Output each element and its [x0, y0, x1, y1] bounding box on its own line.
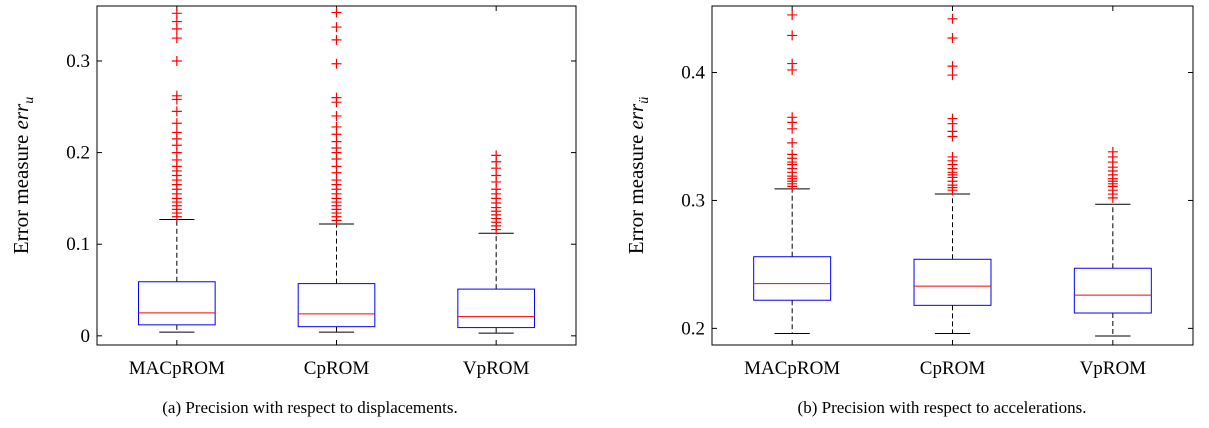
outlier-marker — [787, 149, 798, 160]
figure-caption: (b) Precision with respect to accelerati… — [798, 398, 1087, 417]
outlier-marker — [787, 137, 798, 148]
outlier-marker — [331, 22, 342, 33]
y-tick-label: 0.2 — [66, 143, 90, 164]
box-macprom — [138, 8, 216, 333]
y-axis-label-text: Error measure — [624, 129, 648, 254]
y-tick-label: 0.2 — [681, 318, 705, 339]
iqr-box — [1073, 267, 1152, 314]
outlier-marker — [171, 33, 182, 44]
outlier-marker — [171, 90, 182, 101]
panel-accelerations: 0.2 0.3 0.4 MACpROM CpROM VpROM Error measure … — [624, 5, 1194, 417]
figure-caption: (a) Precision with respect to displaceme… — [162, 398, 458, 417]
outlier-marker — [1107, 146, 1118, 157]
outlier-marker — [171, 8, 182, 19]
y-axis-label-variable: err — [624, 103, 648, 129]
y-axis-label: Error measure errü — [624, 97, 652, 254]
box-vprom — [1073, 146, 1152, 337]
y-axis-label: Error measure erru — [9, 97, 37, 254]
iqr-box — [753, 256, 832, 301]
y-tick-label: 0.3 — [681, 190, 705, 211]
outlier-marker — [331, 121, 342, 132]
y-tick-label: 0.1 — [66, 234, 90, 255]
panel-displacements: 0 0.1 0.2 0.3 MACpROM CpROM VpROM Error measure… — [9, 5, 577, 417]
iqr-box — [457, 288, 535, 329]
y-axis-label-subscript: u — [22, 97, 37, 104]
box-macprom — [753, 9, 832, 334]
outlier-marker — [787, 30, 798, 41]
outlier-marker — [947, 13, 958, 24]
outlier-marker — [491, 150, 502, 161]
x-tick-label: CpROM — [920, 358, 986, 379]
x-tick-label: MACpROM — [129, 358, 225, 379]
y-tick-label: 0.4 — [681, 63, 705, 84]
outlier-marker — [171, 106, 182, 117]
iqr-box — [138, 281, 216, 326]
y-tick-label: 0.3 — [66, 51, 90, 72]
outlier-marker — [171, 127, 182, 138]
x-tick-label: CpROM — [304, 358, 370, 379]
outlier-marker — [331, 92, 342, 103]
outlier-marker — [787, 112, 798, 123]
x-tick-label: VpROM — [463, 358, 530, 379]
outlier-marker — [331, 34, 342, 45]
outlier-marker — [787, 9, 798, 20]
outlier-marker — [947, 32, 958, 43]
outlier-marker — [171, 55, 182, 66]
outlier-marker — [331, 110, 342, 121]
box-cprom — [297, 7, 376, 333]
iqr-box — [297, 283, 376, 328]
outlier-marker — [331, 58, 342, 69]
outlier-marker — [947, 151, 958, 162]
box-cprom — [913, 13, 992, 334]
y-axis-label-variable: err — [9, 103, 33, 129]
outlier-marker — [947, 70, 958, 81]
x-tick-label: VpROM — [1080, 358, 1147, 379]
box-vprom — [457, 150, 535, 334]
outlier-marker — [331, 7, 342, 18]
y-axis-label-subscript: ü — [637, 97, 652, 104]
outlier-marker — [787, 58, 798, 69]
outlier-marker — [171, 118, 182, 129]
y-axis-label-text: Error measure — [9, 129, 33, 254]
outlier-marker — [947, 113, 958, 124]
y-tick-label: 0 — [81, 326, 91, 347]
iqr-box — [913, 258, 992, 306]
outlier-marker — [947, 61, 958, 72]
x-tick-label: MACpROM — [744, 358, 840, 379]
